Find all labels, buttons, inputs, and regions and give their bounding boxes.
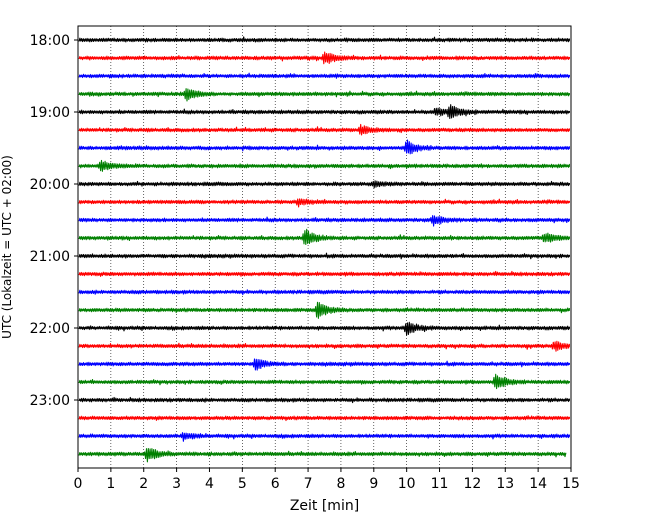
seismic-traces	[78, 36, 571, 463]
seismic-trace-2045	[78, 228, 571, 246]
seismic-trace-2015	[78, 198, 571, 208]
x-tick-label: 13	[496, 476, 514, 492]
x-tick-label: 9	[369, 476, 378, 492]
x-axis-label: Zeit [min]	[290, 498, 359, 514]
x-tick-label: 1	[106, 476, 115, 492]
x-tick-label: 3	[172, 476, 181, 492]
y-tick-label: 22:00	[30, 321, 70, 337]
seismic-trace-2030	[78, 215, 571, 227]
x-tick-label: 12	[463, 476, 481, 492]
x-tick-label: 15	[562, 476, 580, 492]
seismic-trace-1930	[78, 139, 571, 155]
x-tick-label: 11	[431, 476, 449, 492]
seismic-trace-1845	[78, 88, 571, 102]
x-axis-ticks: 0 1 2 3 4 5 6 7 8 9 10 11 12 13 14 15	[74, 468, 580, 492]
x-tick-label: 8	[336, 476, 345, 492]
x-tick-label: 14	[529, 476, 547, 492]
y-tick-label: 21:00	[30, 249, 70, 265]
seismic-trace-2330	[78, 432, 571, 442]
x-tick-label: 5	[238, 476, 247, 492]
y-axis-ticks: 18:00 19:00 20:00 21:00 22:00 23:00	[30, 33, 78, 409]
plot-frame	[77, 25, 572, 469]
x-tick-label: 4	[205, 476, 214, 492]
y-axis-label: UTC (Lokalzeit = UTC + 02:00)	[0, 155, 14, 339]
y-tick-label: 18:00	[30, 33, 70, 49]
x-tick-label: 2	[139, 476, 148, 492]
seismic-trace-2345	[78, 448, 567, 463]
y-tick-label: 19:00	[30, 105, 70, 121]
x-tick-label: 10	[398, 476, 416, 492]
x-tick-label: 0	[74, 476, 83, 492]
y-tick-label: 20:00	[30, 177, 70, 193]
x-tick-label: 6	[271, 476, 280, 492]
y-tick-label: 23:00	[30, 393, 70, 409]
x-tick-label: 7	[304, 476, 313, 492]
